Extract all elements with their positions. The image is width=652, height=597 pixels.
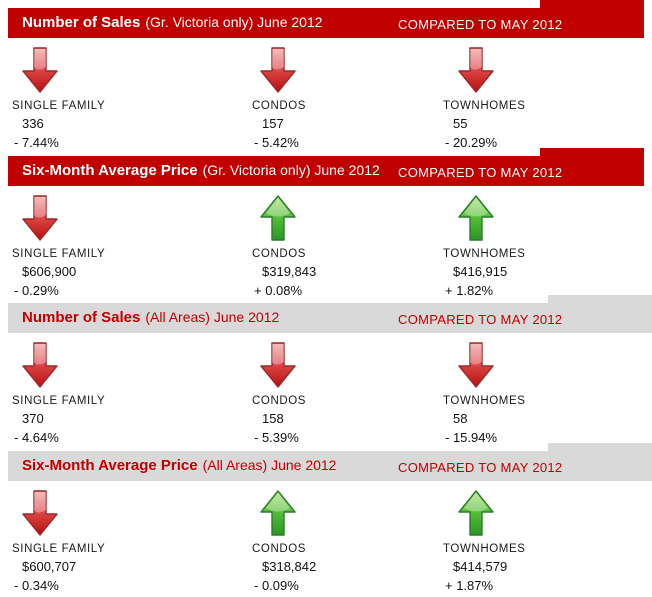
stat-change: - 20.29%	[445, 135, 498, 150]
stat-single-family: SINGLE FAMILY 336 - 7.44%	[12, 47, 182, 150]
trend-arrow	[458, 490, 623, 536]
up-arrow-icon	[458, 490, 494, 536]
up-arrow-icon	[260, 490, 296, 536]
section-title: Number of Sales	[22, 14, 141, 31]
category-label: SINGLE FAMILY	[12, 100, 106, 112]
stat-value: $318,842	[262, 559, 317, 574]
trend-arrow	[22, 342, 182, 388]
stat-change: - 0.09%	[254, 578, 299, 593]
category-label: TOWNHOMES	[443, 395, 526, 407]
stat-value: 158	[262, 411, 284, 426]
up-arrow-icon	[260, 195, 296, 241]
category-label: TOWNHOMES	[443, 543, 526, 555]
compared-label: COMPARED TO MAY 2012	[398, 165, 563, 180]
section-sales-all-areas: Number of Sales (All Areas) June 2012 COM…	[0, 295, 652, 445]
section-header-banner: Six-Month Average Price (All Areas) June …	[8, 443, 652, 481]
trend-arrow	[260, 47, 422, 93]
stat-change: - 5.39%	[254, 430, 299, 445]
stat-change: - 4.64%	[14, 430, 59, 445]
stat-townhomes: TOWNHOMES $414,579 + 1.87%	[443, 490, 623, 593]
stat-change: - 7.44%	[14, 135, 59, 150]
stat-townhomes: TOWNHOMES 58 - 15.94%	[443, 342, 623, 445]
stat-change: - 0.34%	[14, 578, 59, 593]
trend-arrow	[22, 195, 182, 241]
stat-single-family: SINGLE FAMILY $606,900 - 0.29%	[12, 195, 182, 298]
stat-value: $600,707	[22, 559, 77, 574]
stat-value: $606,900	[22, 264, 77, 279]
section-subtitle: (All Areas) June 2012	[145, 309, 280, 325]
stat-value: 157	[262, 116, 284, 131]
category-label: CONDOS	[252, 100, 307, 112]
down-arrow-icon	[22, 195, 58, 241]
section-subtitle: (All Areas) June 2012	[202, 457, 337, 473]
trend-arrow	[22, 47, 182, 93]
trend-arrow	[458, 342, 623, 388]
stat-townhomes: TOWNHOMES $416,915 + 1.82%	[443, 195, 623, 298]
stat-single-family: SINGLE FAMILY $600,707 - 0.34%	[12, 490, 182, 593]
stat-value: $319,843	[262, 264, 317, 279]
section-title: Number of Sales	[22, 309, 141, 326]
section-subtitle: (Gr. Victoria only) June 2012	[145, 14, 323, 30]
trend-arrow	[458, 47, 623, 93]
stat-change: + 1.87%	[445, 578, 494, 593]
compared-label: COMPARED TO MAY 2012	[398, 460, 563, 475]
trend-arrow	[22, 490, 182, 536]
section-subtitle: (Gr. Victoria only) June 2012	[202, 162, 380, 178]
compared-label: COMPARED TO MAY 2012	[398, 312, 563, 327]
section-price-gr-victoria: Six-Month Average Price (Gr. Victoria onl…	[0, 148, 652, 298]
stat-change: + 1.82%	[445, 283, 494, 298]
category-label: CONDOS	[252, 395, 307, 407]
trend-arrow	[260, 342, 422, 388]
stat-condos: CONDOS 157 - 5.42%	[252, 47, 422, 150]
category-label: CONDOS	[252, 248, 307, 260]
down-arrow-icon	[458, 47, 494, 93]
category-label: TOWNHOMES	[443, 248, 526, 260]
stat-single-family: SINGLE FAMILY 370 - 4.64%	[12, 342, 182, 445]
stat-condos: CONDOS 158 - 5.39%	[252, 342, 422, 445]
down-arrow-icon	[458, 342, 494, 388]
category-label: SINGLE FAMILY	[12, 248, 106, 260]
section-price-all-areas: Six-Month Average Price (All Areas) June …	[0, 443, 652, 597]
stat-condos: CONDOS $318,842 - 0.09%	[252, 490, 422, 593]
category-label: CONDOS	[252, 543, 307, 555]
stat-change: - 5.42%	[254, 135, 299, 150]
stat-value: 55	[453, 116, 468, 131]
compared-label: COMPARED TO MAY 2012	[398, 17, 563, 32]
category-label: SINGLE FAMILY	[12, 395, 106, 407]
stat-change: + 0.08%	[254, 283, 303, 298]
stat-value: $416,915	[453, 264, 508, 279]
section-title: Six-Month Average Price	[22, 162, 198, 179]
section-sales-gr-victoria: Number of Sales (Gr. Victoria only) June …	[0, 0, 652, 150]
down-arrow-icon	[22, 47, 58, 93]
category-label: SINGLE FAMILY	[12, 543, 106, 555]
stat-value: $414,579	[453, 559, 508, 574]
stat-value: 336	[22, 116, 44, 131]
section-header-banner: Number of Sales (All Areas) June 2012 COM…	[8, 295, 652, 333]
category-label: TOWNHOMES	[443, 100, 526, 112]
stat-change: - 0.29%	[14, 283, 59, 298]
section-header-banner: Number of Sales (Gr. Victoria only) June …	[8, 0, 644, 38]
section-title: Six-Month Average Price	[22, 457, 198, 474]
trend-arrow	[458, 195, 623, 241]
up-arrow-icon	[458, 195, 494, 241]
down-arrow-icon	[260, 47, 296, 93]
stat-value: 370	[22, 411, 44, 426]
down-arrow-icon	[22, 342, 58, 388]
stat-value: 58	[453, 411, 468, 426]
stat-condos: CONDOS $319,843 + 0.08%	[252, 195, 422, 298]
down-arrow-icon	[22, 490, 58, 536]
stat-townhomes: TOWNHOMES 55 - 20.29%	[443, 47, 623, 150]
stat-change: - 15.94%	[445, 430, 498, 445]
section-header-banner: Six-Month Average Price (Gr. Victoria onl…	[8, 148, 644, 186]
trend-arrow	[260, 490, 422, 536]
down-arrow-icon	[260, 342, 296, 388]
trend-arrow	[260, 195, 422, 241]
